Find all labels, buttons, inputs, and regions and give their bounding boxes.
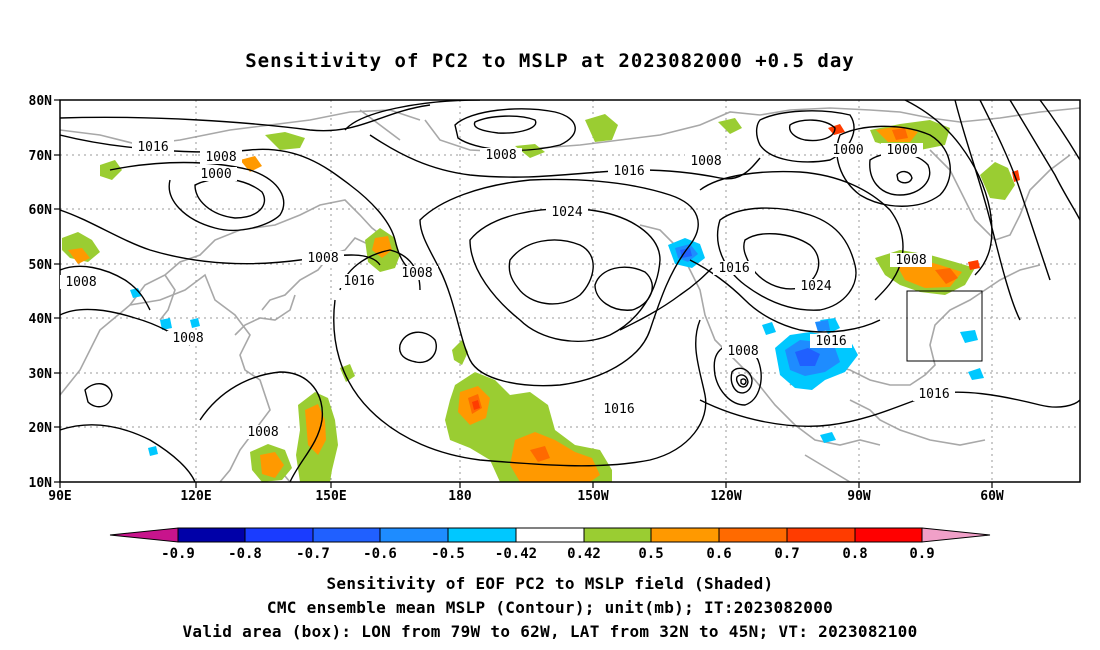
lon-label: 60W: [980, 489, 1004, 504]
colorbar-label: 0.5: [638, 546, 663, 562]
colorbar-label: 0.8: [842, 546, 867, 562]
lat-label: 80N: [29, 94, 53, 109]
contour-label-1008-canada: 1008: [690, 154, 721, 169]
contour-label-1016-subtropic: 1016: [603, 402, 634, 417]
lon-label: 90W: [847, 489, 871, 504]
colorbar-cell: [854, 527, 923, 543]
colorbar-label: -0.8: [228, 546, 262, 562]
lon-label: 180: [448, 489, 472, 504]
contour-label-1008-west: 1008: [65, 275, 96, 290]
colorbar-cell: [177, 527, 246, 543]
colorbar: [109, 527, 991, 543]
contour-label-1024-us: 1024: [800, 279, 831, 294]
contour-label-1000-canada-a: 1000: [832, 143, 863, 158]
contour-label-1008-kamchatka: 1008: [401, 266, 432, 281]
lat-label: 50N: [29, 258, 53, 273]
lon-label: 150W: [577, 489, 608, 504]
lat-label: 20N: [29, 421, 53, 436]
contour-label-1008-atlantic: 1008: [895, 253, 926, 268]
contour-label-1016-west-coast: 1016: [718, 261, 749, 276]
lat-label: 10N: [29, 476, 53, 491]
contour-label-1016-north-pacific: 1016: [613, 164, 644, 179]
contour-label-1008-hurricane: 1008: [727, 344, 758, 359]
contour-label-1016-atlantic: 1016: [918, 387, 949, 402]
contour-label-1008-japan: 1008: [307, 251, 338, 266]
colorbar-cell: [650, 527, 720, 543]
lat-label: 70N: [29, 149, 53, 164]
colorbar-high-end: [921, 527, 991, 543]
colorbar-cell: [583, 527, 652, 543]
contour-label-1000-siberia: 1000: [200, 167, 231, 182]
contour-label-1016-nw: 1016: [137, 140, 168, 155]
contour-label-1008-philippines: 1008: [247, 425, 278, 440]
map-title: Sensitivity of PC2 to MSLP at 2023082000…: [245, 50, 855, 72]
contour-label-1008-arctic: 1008: [485, 148, 516, 163]
colorbar-label: -0.42: [495, 546, 537, 562]
lon-label: 90E: [48, 489, 71, 504]
colorbar-cell: [312, 527, 381, 543]
colorbar-cell: [515, 527, 585, 543]
colorbar-labels: -0.9 -0.8 -0.7 -0.6 -0.5 -0.42 0.42 0.5 …: [161, 546, 935, 562]
lon-label: 120E: [180, 489, 211, 504]
colorbar-cell: [447, 527, 517, 543]
colorbar-cell: [786, 527, 856, 543]
colorbar-label: 0.42: [567, 546, 601, 562]
caption-line-2: CMC ensemble mean MSLP (Contour); unit(m…: [266, 598, 834, 617]
colorbar-label: -0.6: [363, 546, 397, 562]
contour-label-1016-gulf: 1016: [815, 334, 846, 349]
lat-label: 30N: [29, 367, 53, 382]
caption-line-3: Valid area (box): LON from 79W to 62W, L…: [182, 622, 918, 641]
colorbar-label: -0.9: [161, 546, 195, 562]
sensitivity-shading: [62, 114, 1020, 482]
lat-label: 40N: [29, 312, 53, 327]
colorbar-label: -0.5: [431, 546, 465, 562]
colorbar-cell: [718, 527, 788, 543]
colorbar-cell: [244, 527, 314, 543]
caption-line-1: Sensitivity of EOF PC2 to MSLP field (Sh…: [326, 574, 774, 593]
axis-ticks: [54, 99, 993, 488]
mslp-contours: [60, 100, 1080, 482]
lon-label: 120W: [710, 489, 741, 504]
contour-label-1000-canada-b: 1000: [886, 143, 917, 158]
lat-label: 60N: [29, 203, 53, 218]
contour-label-1016-westpac: 1016: [343, 274, 374, 289]
colorbar-label: -0.7: [296, 546, 330, 562]
lon-label: 150E: [315, 489, 346, 504]
contour-label-1008-china: 1008: [172, 331, 203, 346]
map-frame: [59, 99, 1081, 483]
colorbar-label: 0.6: [706, 546, 731, 562]
contour-label-1008-siberia: 1008: [205, 150, 236, 165]
colorbar-label: 0.7: [774, 546, 799, 562]
colorbar-low-end: [109, 527, 179, 543]
colorbar-label: 0.9: [909, 546, 934, 562]
contour-labels: 1016 1008 1000 1008 1008 1000 1000 1016 …: [60, 140, 955, 440]
valid-area-box: [906, 290, 983, 362]
colorbar-cell: [379, 527, 449, 543]
contour-label-1024-pacific-high: 1024: [551, 205, 582, 220]
